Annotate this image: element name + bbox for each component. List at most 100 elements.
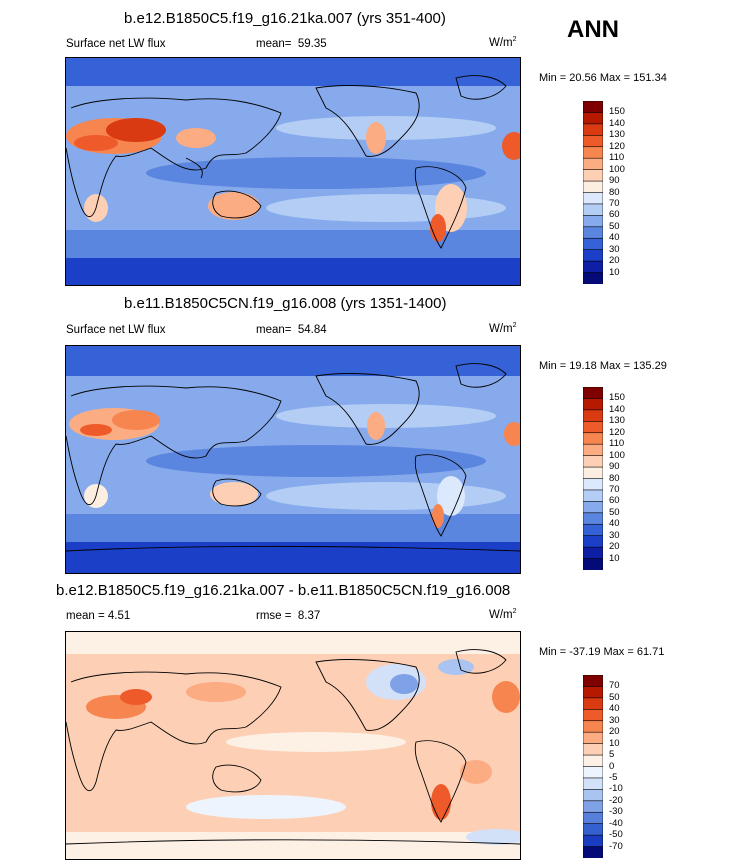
colorbar-swatch — [582, 237, 604, 251]
panel-3-title: b.e12.B1850C5.f19_g16.21ka.007 - b.e11.B… — [56, 582, 511, 599]
colorbar-swatch — [582, 421, 604, 434]
colorbar-swatch — [582, 272, 604, 285]
colorbar-swatch — [582, 203, 604, 217]
colorbar-tick-label: 120 — [609, 426, 625, 438]
colorbar-tick-label: 120 — [609, 140, 625, 152]
panel-2-map — [65, 345, 521, 574]
colorbar-tick-label: 20 — [609, 726, 620, 738]
colorbar-swatch — [582, 546, 604, 560]
colorbar-swatch — [582, 443, 604, 457]
colorbar-swatch — [582, 674, 604, 688]
panel-3-rmse: rmse = 8.37 — [256, 610, 320, 622]
colorbar-swatch — [582, 800, 604, 814]
colorbar-tick-label: 0 — [609, 760, 615, 772]
colorbar-tick-label: 80 — [609, 186, 620, 198]
colorbar-swatch — [582, 731, 604, 745]
colorbar-tick-label: -5 — [609, 771, 618, 783]
colorbar-tick-label: 5 — [609, 749, 615, 761]
panel-1-mean-label: mean= — [256, 38, 292, 50]
colorbar-swatch — [582, 226, 604, 240]
colorbar-tick-label: 130 — [609, 129, 625, 141]
colorbar-tick-label: 40 — [609, 703, 620, 715]
colorbar-swatch — [582, 432, 604, 445]
panel-3-rmse-value: 8.37 — [297, 610, 321, 622]
panel-1-minmax: Min = 20.56 Max = 151.34 — [539, 72, 667, 84]
colorbar-tick-label: -10 — [609, 783, 623, 795]
colorbar-swatch — [582, 834, 604, 848]
colorbar-swatch — [582, 123, 604, 137]
colorbar-swatch — [582, 743, 604, 756]
panel-1-mean-value: 59.35 — [297, 38, 327, 50]
colorbar-tick-label: 110 — [609, 438, 625, 450]
colorbar-swatch — [582, 686, 604, 699]
panel-3-mean: mean = 4.51 — [66, 610, 131, 622]
panel-1-map — [65, 57, 521, 286]
colorbar-tick-label: 50 — [609, 506, 620, 518]
colorbar-tick-label: 80 — [609, 472, 620, 484]
colorbar-swatch — [582, 777, 604, 791]
colorbar-tick-label: 50 — [609, 220, 620, 232]
colorbar-swatch — [582, 811, 604, 825]
panel-1-variable-label: Surface net LW flux — [66, 38, 166, 50]
colorbar-tick-label: -50 — [609, 829, 623, 841]
colorbar-tick-label: 140 — [609, 117, 625, 129]
colorbar-swatch — [582, 100, 604, 114]
colorbar-swatch — [582, 386, 604, 400]
colorbar-swatch — [582, 697, 604, 711]
colorbar-swatch — [582, 192, 604, 205]
panel-3-rmse-label: rmse = — [256, 610, 292, 622]
colorbar-tick-label: 130 — [609, 415, 625, 427]
panel-1-units: W/m2 — [489, 36, 517, 49]
colorbar-tick-label: 150 — [609, 392, 625, 404]
colorbar-swatch — [582, 709, 604, 722]
colorbar-tick-label: 90 — [609, 175, 620, 187]
colorbar-swatch — [582, 112, 604, 125]
colorbar-swatch — [582, 478, 604, 491]
colorbar-tick-label: 60 — [609, 209, 620, 221]
colorbar-tick-label: -70 — [609, 840, 623, 852]
panel-2-units: W/m2 — [489, 322, 517, 335]
colorbar-swatch — [582, 558, 604, 571]
colorbar-swatch — [582, 249, 604, 262]
colorbar-swatch — [582, 489, 604, 503]
colorbar-tick-label: 70 — [609, 680, 620, 692]
panel-1-title: b.e12.B1850C5.f19_g16.21ka.007 (yrs 351-… — [124, 10, 446, 27]
colorbar-tick-label: 30 — [609, 714, 620, 726]
colorbar-swatch — [582, 754, 604, 768]
colorbar-swatch — [582, 846, 604, 859]
colorbar-tick-label: 20 — [609, 255, 620, 267]
colorbar-svg — [582, 674, 604, 859]
colorbar-swatch — [582, 260, 604, 274]
colorbar-swatch — [582, 789, 604, 802]
colorbar-tick-label: -40 — [609, 817, 623, 829]
colorbar-tick-label: 70 — [609, 197, 620, 209]
colorbar-svg — [582, 386, 604, 571]
panel-1-mean: mean= 59.35 — [256, 38, 327, 50]
colorbar-swatch — [582, 766, 604, 779]
panel-3-map — [65, 631, 521, 860]
colorbar-swatch — [582, 523, 604, 537]
colorbar-tick-label: 10 — [609, 266, 620, 278]
colorbar-swatch — [582, 215, 604, 228]
colorbar-tick-label: 140 — [609, 403, 625, 415]
colorbar-swatch — [582, 135, 604, 148]
colorbar-tick-label: 40 — [609, 232, 620, 244]
panel-2-mean-label: mean= — [256, 324, 292, 336]
colorbar-swatch — [582, 409, 604, 423]
panel-1-colorbar: 150 140 130 120 110 100 90 80 70 60 50 40 30 20 10 — [582, 100, 625, 285]
panel-2-colorbar: 150 140 130 120 110 100 90 80 70 60 50 40 30 20 10 — [582, 386, 625, 571]
colorbar-swatch — [582, 466, 604, 480]
colorbar-swatch — [582, 512, 604, 526]
panel-2-minmax: Min = 19.18 Max = 135.29 — [539, 360, 667, 372]
panel-3-units: W/m2 — [489, 608, 517, 621]
colorbar-tick-label: 20 — [609, 541, 620, 553]
colorbar-swatch — [582, 180, 604, 194]
colorbar-tick-label: 30 — [609, 243, 620, 255]
colorbar-tick-label: 30 — [609, 529, 620, 541]
colorbar-swatch — [582, 398, 604, 411]
colorbar-tick-label: 10 — [609, 737, 620, 749]
colorbar-swatch — [582, 501, 604, 514]
colorbar-tick-label: 100 — [609, 449, 625, 461]
colorbar-svg — [582, 100, 604, 285]
colorbar-swatch — [582, 535, 604, 548]
